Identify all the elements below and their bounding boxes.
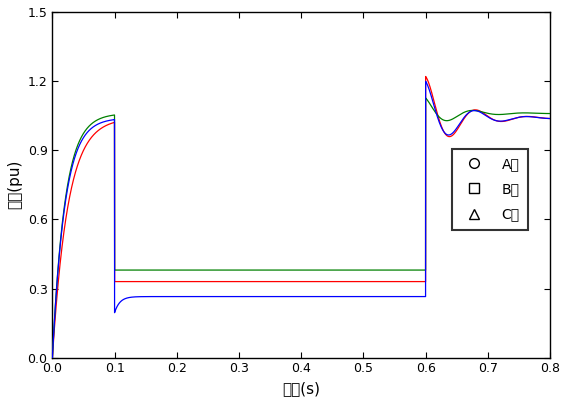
X-axis label: 시간(s): 시간(s) — [282, 381, 320, 396]
Legend: A상, B상, C상: A상, B상, C상 — [452, 149, 528, 230]
Y-axis label: 전압(pu): 전압(pu) — [7, 160, 22, 210]
